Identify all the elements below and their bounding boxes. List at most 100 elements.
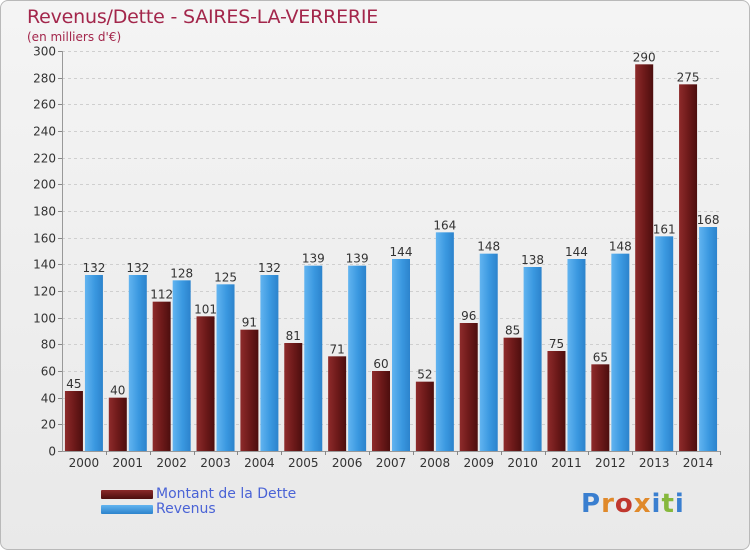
x-tick-label: 2002 (156, 456, 187, 470)
chart-title: Revenus/Dette - SAIRES-LA-VERRERIE (27, 6, 379, 28)
bar-revenue (128, 275, 147, 451)
data-label-debt: 45 (66, 377, 81, 391)
legend-swatch-debt (101, 490, 153, 499)
data-label-revenue: 144 (565, 245, 588, 259)
x-tick-label: 2007 (376, 456, 407, 470)
bar-revenue (435, 232, 454, 451)
bar-revenue (348, 265, 367, 451)
bar-debt (459, 323, 478, 451)
y-tick-label: 280 (33, 72, 56, 86)
bar-revenue (699, 227, 718, 451)
bar-revenue (655, 236, 674, 451)
data-label-revenue: 161 (653, 222, 676, 236)
y-tick-label: 160 (33, 232, 56, 246)
bar-revenue (84, 275, 103, 451)
legend-swatch-revenue (101, 505, 153, 514)
data-label-revenue: 148 (477, 240, 500, 254)
legend-label-revenue: Revenus (156, 501, 216, 517)
bar-debt (284, 343, 303, 451)
data-label-revenue: 148 (609, 240, 632, 254)
bar-revenue (260, 275, 279, 451)
data-label-revenue: 168 (697, 213, 720, 227)
bar-debt (152, 301, 171, 451)
brand-logo: Proxiti (581, 489, 685, 519)
data-label-debt: 91 (242, 316, 257, 330)
data-label-debt: 75 (549, 337, 564, 351)
bar-debt (415, 381, 434, 451)
bar-revenue (611, 253, 630, 451)
data-label-debt: 85 (505, 324, 520, 338)
bar-revenue (479, 253, 498, 451)
x-tick-label: 2014 (683, 456, 714, 470)
data-label-debt: 52 (417, 368, 432, 382)
x-tick-label: 2006 (332, 456, 363, 470)
chart-subtitle: (en milliers d'€) (27, 30, 122, 44)
y-tick-label: 120 (33, 285, 56, 299)
bar-debt (240, 329, 259, 451)
y-tick-label: 0 (48, 445, 56, 459)
bar-revenue (304, 265, 323, 451)
y-tick-label: 40 (41, 392, 56, 406)
bar-revenue (216, 284, 235, 451)
bar-debt (328, 356, 347, 451)
data-label-debt: 81 (286, 329, 301, 343)
data-label-debt: 40 (110, 384, 125, 398)
data-label-debt: 290 (633, 50, 656, 64)
bar-debt (372, 371, 390, 451)
data-label-revenue: 125 (214, 270, 237, 284)
bar-revenue (392, 259, 410, 451)
data-label-debt: 96 (461, 309, 476, 323)
y-tick-label: 60 (41, 365, 56, 379)
x-tick-label: 2000 (69, 456, 100, 470)
data-label-revenue: 144 (390, 245, 413, 259)
x-tick-label: 2010 (507, 456, 538, 470)
bar-debt (108, 397, 127, 451)
bar-debt (503, 337, 522, 451)
data-label-revenue: 128 (170, 266, 193, 280)
bar-debt (635, 64, 654, 452)
data-label-debt: 65 (593, 350, 608, 364)
data-label-debt: 71 (329, 342, 344, 356)
bar-revenue (523, 267, 542, 451)
bar-revenue (567, 259, 586, 451)
axes: 0 20 40 60 80 100 120 140 160 180 200 220 240 260 280 3… (33, 45, 721, 470)
legend-label-debt: Montant de la Dette (156, 486, 297, 502)
data-label-debt: 275 (677, 70, 700, 84)
data-label-revenue: 132 (82, 261, 105, 275)
y-tick-label: 220 (33, 152, 56, 166)
x-tick-label: 2013 (639, 456, 670, 470)
data-label-debt: 60 (373, 357, 388, 371)
x-tick-label: 2001 (113, 456, 144, 470)
x-tick-label: 2004 (244, 456, 275, 470)
data-labels: 4513240132112128101125911328113971139601… (66, 50, 719, 397)
x-tick-label: 2008 (420, 456, 451, 470)
y-tick-label: 260 (33, 98, 56, 112)
grid-lines (62, 51, 720, 425)
data-label-revenue: 132 (126, 261, 149, 275)
y-tick-label: 20 (41, 418, 56, 432)
y-tick-label: 240 (33, 125, 56, 139)
y-tick-label: 200 (33, 178, 56, 192)
bar-debt (547, 351, 566, 451)
bars (64, 64, 718, 452)
data-label-debt: 101 (194, 302, 217, 316)
bar-debt (679, 84, 698, 451)
x-tick-label: 2005 (288, 456, 319, 470)
bar-debt (64, 391, 83, 451)
y-tick-label: 180 (33, 205, 56, 219)
bar-debt (196, 316, 215, 451)
y-tick-label: 100 (33, 312, 56, 326)
data-label-revenue: 132 (258, 261, 281, 275)
x-tick-label: 2011 (551, 456, 582, 470)
data-label-debt: 112 (150, 288, 173, 302)
x-tick-label: 2012 (595, 456, 626, 470)
x-tick-label: 2003 (200, 456, 231, 470)
bar-debt (591, 364, 610, 451)
y-tick-label: 140 (33, 258, 56, 272)
y-tick-label: 300 (33, 45, 56, 59)
x-tick-label: 2009 (463, 456, 494, 470)
y-tick-label: 80 (41, 338, 56, 352)
data-label-revenue: 164 (433, 218, 456, 232)
